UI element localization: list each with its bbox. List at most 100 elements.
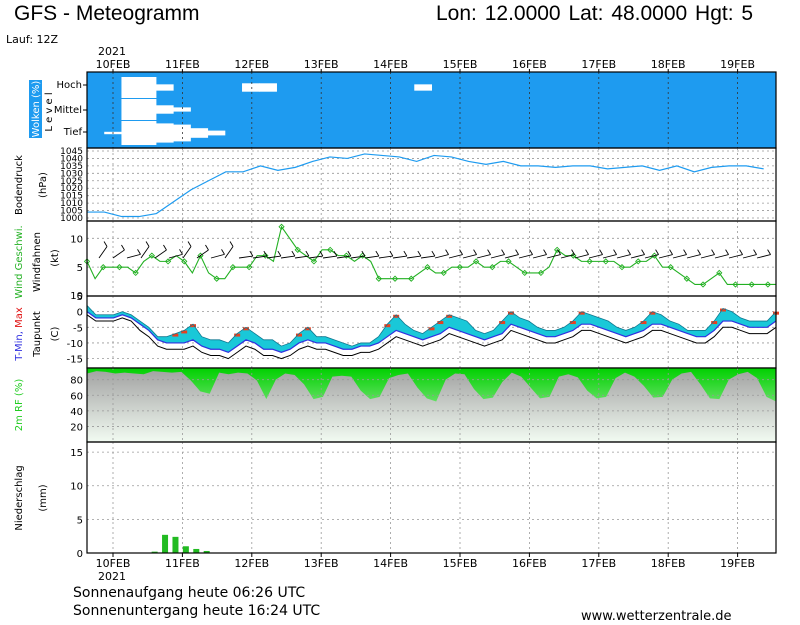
wind-barb-feather (137, 249, 141, 255)
wind-barb-feather (697, 249, 701, 255)
wind-barb-feather (627, 249, 631, 255)
wind-speed-marker (716, 269, 723, 277)
pressure-tick-label: 1030 (60, 169, 83, 179)
wind-barb-feather (333, 250, 338, 257)
precip-bar (203, 550, 210, 553)
wind-barb (658, 254, 673, 259)
cloud-level-label: Tief (63, 127, 83, 138)
day-label-top: 12FEB (234, 58, 269, 71)
wind-barb-feather (221, 249, 225, 255)
day-label-top: 10FEB (96, 58, 131, 71)
wind-speed-marker (375, 275, 382, 282)
wind-barb (546, 254, 561, 259)
cloud-cell (173, 107, 191, 112)
wind-barb-feather (767, 249, 771, 255)
wind-speed-marker (748, 281, 755, 288)
wind-barb-feather (347, 250, 352, 257)
wind-barb-feather (739, 249, 743, 255)
day-label-top: 11FEB (165, 58, 200, 71)
wind-barb (392, 255, 407, 259)
wind-speed-marker (699, 281, 707, 288)
sunrise-text: Sonnenaufgang heute 06:26 UTC (73, 585, 306, 601)
wind-tick-label: 10 (70, 234, 83, 245)
wind-barb-feather (613, 249, 617, 255)
wind-barb (462, 254, 477, 259)
wind-speed-marker (537, 269, 545, 277)
wind-speed-marker (213, 275, 220, 282)
temp-tick-label: -5 (73, 323, 83, 334)
humidity-tick-label: 40 (70, 407, 83, 418)
wind-barb (448, 254, 463, 259)
wind-barb (168, 253, 183, 259)
temp-max-peak (499, 321, 506, 325)
wind-barb (672, 254, 687, 259)
wind-barb (728, 254, 743, 259)
wind-barb (714, 254, 729, 259)
day-label-bottom: 18FEB (651, 557, 686, 570)
wind-speed-marker (83, 258, 91, 265)
wind-barb (420, 255, 435, 259)
precip-tick-label: 0 (77, 549, 83, 560)
wind-speed-marker (586, 258, 593, 265)
wind-barb (644, 254, 659, 259)
wind-barb (182, 246, 192, 259)
precip-tick-label: 15 (70, 448, 83, 459)
wind-barb (476, 254, 491, 259)
wind-barb-feather (655, 249, 659, 255)
year-label-top: 2021 (98, 45, 126, 58)
cloud-cell (173, 124, 191, 142)
wind-barb-feather (711, 249, 715, 255)
wind-barb-feather (445, 249, 449, 255)
wind-barb-feather (417, 250, 422, 257)
wind-barb (238, 255, 253, 259)
wind-barb (742, 254, 757, 259)
wind-barb (434, 254, 449, 259)
wind-barb-feather (389, 250, 394, 257)
wind-barb (224, 246, 234, 259)
day-label-top: 14FEB (373, 58, 408, 71)
website-link[interactable]: www.wetterzentrale.de (581, 609, 732, 624)
wind-speed-marker (294, 246, 301, 253)
wind-barb-feather (515, 249, 519, 255)
temp-ylabel-max: Max (14, 307, 25, 328)
wind-speed-marker (489, 264, 496, 271)
wind-barb-feather (543, 249, 547, 255)
wind-tick-label: 10 (70, 291, 83, 302)
wind-barb-feather (103, 241, 108, 247)
cloud-cell (121, 77, 140, 98)
wind-speed-marker (327, 246, 334, 253)
wind-barb (210, 253, 225, 259)
wind-barb-feather (585, 249, 589, 255)
wind-speed-marker (683, 275, 690, 282)
precip-bar (182, 546, 189, 553)
wind-barb-feather (487, 249, 491, 255)
precip-tick-label: 10 (70, 482, 83, 493)
cloud-ylabel-bg (29, 80, 42, 138)
temp-max-peak (711, 321, 718, 325)
wind-speed-line (86, 225, 776, 286)
wind-barb (560, 254, 575, 259)
day-label-bottom: 19FEB (720, 557, 755, 570)
temp-tick-label: -15 (67, 355, 83, 366)
wind-barb-feather (179, 249, 183, 255)
wind-speed-marker (424, 264, 431, 271)
precip-bar (151, 551, 158, 553)
wind-barb (686, 254, 701, 259)
pressure-tick-label: 1010 (60, 199, 83, 209)
wind-speed-marker (148, 252, 155, 259)
cloud-level-label: Hoch (57, 80, 82, 91)
temp-unit: (C) (50, 327, 61, 342)
wind-barb-feather (205, 244, 209, 251)
wind-speed-marker (391, 275, 399, 282)
wind-barb (252, 255, 267, 259)
location-info: Lon: 12.0000 Lat: 48.0000 Hgt: 5 (436, 2, 754, 25)
temp-ylabel-min: T-Min, (14, 328, 25, 362)
day-label-top: 13FEB (304, 58, 339, 71)
temp-max-peak (437, 321, 444, 325)
day-label-top: 19FEB (720, 58, 755, 71)
precip-bar (162, 534, 169, 553)
precip-ylabel: Niederschlag (14, 465, 25, 530)
wind-barb (504, 254, 519, 259)
wind-barb (266, 255, 281, 259)
temp-max-peak (640, 321, 647, 325)
